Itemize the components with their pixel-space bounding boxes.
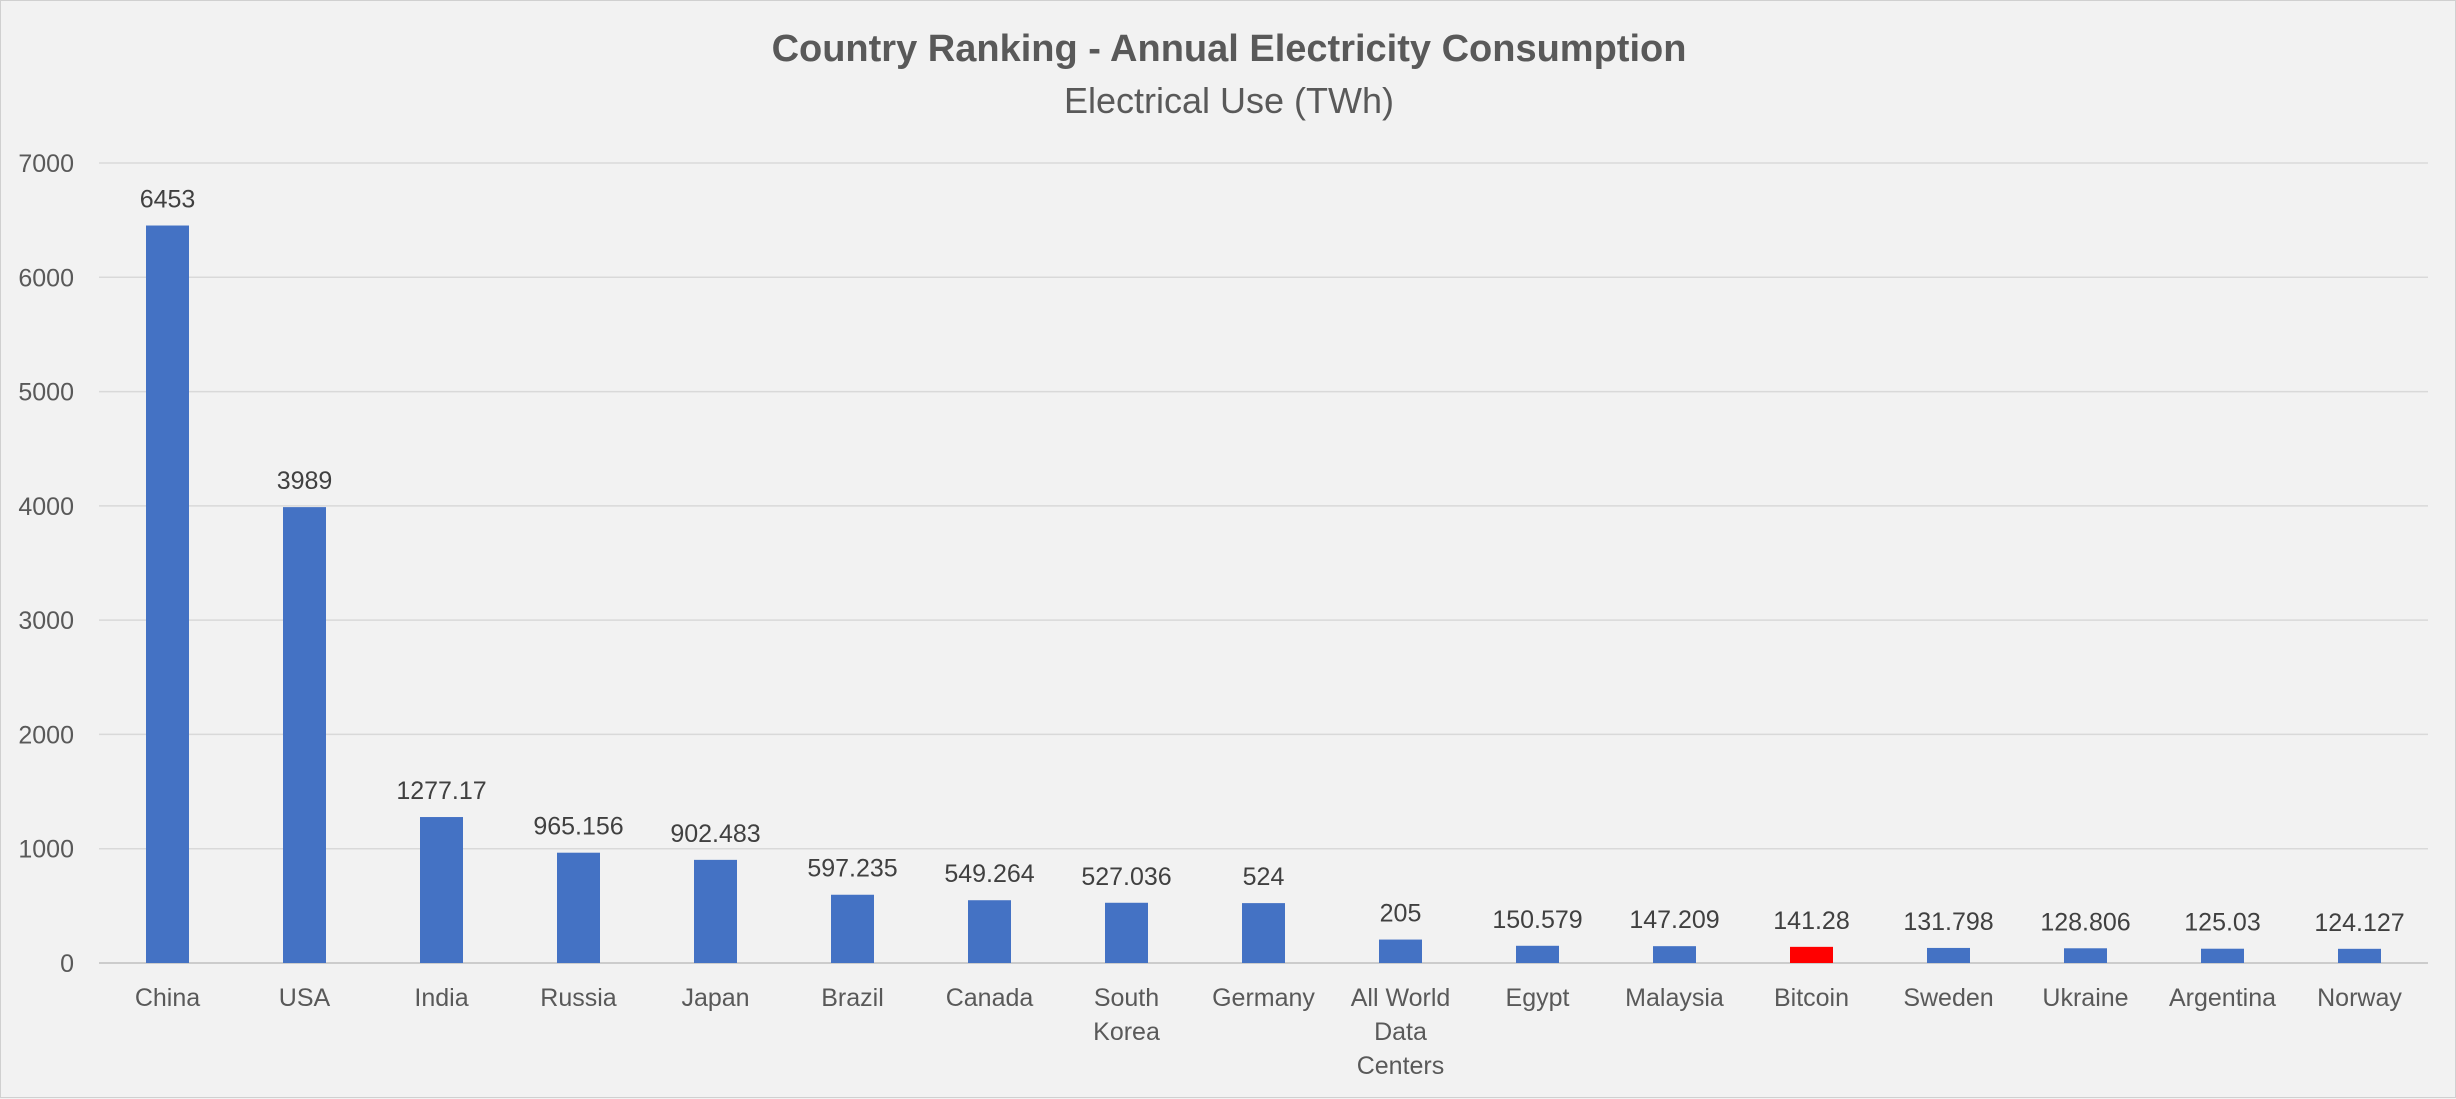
x-tick-label: South Korea — [1093, 984, 1160, 1046]
y-tick-label: 4000 — [18, 493, 74, 521]
x-tick-label: USA — [279, 984, 331, 1012]
bars — [146, 225, 2381, 963]
bar — [1653, 946, 1696, 963]
data-label: 150.579 — [1492, 906, 1582, 934]
y-tick-label: 6000 — [18, 264, 74, 292]
x-tick-label: Canada — [946, 984, 1034, 1012]
x-tick-label: Norway — [2317, 984, 2402, 1012]
y-tick-label: 1000 — [18, 836, 74, 864]
data-label: 131.798 — [1903, 908, 1993, 936]
data-label: 125.03 — [2184, 909, 2260, 937]
x-tick-label: Sweden — [1903, 984, 1993, 1012]
data-label: 527.036 — [1081, 863, 1171, 891]
bar — [1105, 902, 1148, 963]
y-tick-label: 0 — [60, 950, 74, 978]
data-label: 128.806 — [2040, 908, 2130, 936]
data-label: 3989 — [277, 467, 333, 495]
x-tick-label: Bitcoin — [1774, 984, 1849, 1012]
data-label: 597.235 — [807, 855, 897, 883]
bar — [694, 859, 737, 963]
bar — [831, 894, 874, 963]
bar — [2064, 948, 2107, 963]
x-tick-label: China — [135, 984, 200, 1012]
y-tick-label: 3000 — [18, 607, 74, 635]
data-label: 524 — [1243, 863, 1285, 891]
data-label: 6453 — [140, 186, 196, 214]
data-label: 205 — [1380, 900, 1422, 928]
data-label: 1277.17 — [396, 777, 486, 805]
gridlines — [99, 162, 2428, 964]
bar — [2338, 948, 2381, 963]
chart-title: Country Ranking - Annual Electricity Con… — [772, 28, 1687, 70]
bar — [1379, 939, 1422, 963]
x-axis-categories: China USA India Russia Japan Brazil Canada Sout… — [135, 984, 2403, 1080]
x-tick-label: Malaysia — [1625, 984, 1724, 1012]
bar — [420, 817, 463, 963]
data-label: 965.156 — [533, 813, 623, 841]
bar — [283, 507, 326, 963]
bar — [968, 900, 1011, 963]
bar — [2201, 948, 2244, 963]
bar — [1516, 945, 1559, 963]
x-tick-label: Ukraine — [2042, 984, 2128, 1012]
y-tick-label: 5000 — [18, 379, 74, 407]
x-tick-label: All World Data Centers — [1351, 984, 1451, 1080]
data-label: 141.28 — [1773, 907, 1849, 935]
x-tick-label: India — [414, 984, 468, 1012]
bar — [557, 852, 600, 963]
data-label: 124.127 — [2314, 909, 2404, 937]
y-tick-label: 7000 — [18, 150, 74, 178]
bar — [1242, 903, 1285, 963]
x-tick-label: Egypt — [1506, 984, 1570, 1012]
y-tick-label: 2000 — [18, 721, 74, 749]
x-tick-label: Germany — [1212, 984, 1315, 1012]
bar — [1927, 947, 1970, 963]
data-label: 147.209 — [1629, 906, 1719, 934]
data-labels: 6453 3989 1277.17 965.156 902.483 597.235 549.… — [140, 186, 2405, 937]
y-axis-ticks: 0 1000 2000 3000 4000 5000 6000 7000 — [18, 150, 74, 978]
data-label: 902.483 — [670, 820, 760, 848]
bar — [1790, 946, 1833, 963]
data-label: 549.264 — [944, 860, 1034, 888]
chart-subtitle: Electrical Use (TWh) — [1064, 80, 1394, 121]
x-tick-label: Russia — [540, 984, 617, 1012]
x-tick-label: Brazil — [821, 984, 884, 1012]
x-tick-label: Argentina — [2169, 984, 2276, 1012]
bar — [146, 225, 189, 963]
x-tick-label: Japan — [681, 984, 749, 1012]
